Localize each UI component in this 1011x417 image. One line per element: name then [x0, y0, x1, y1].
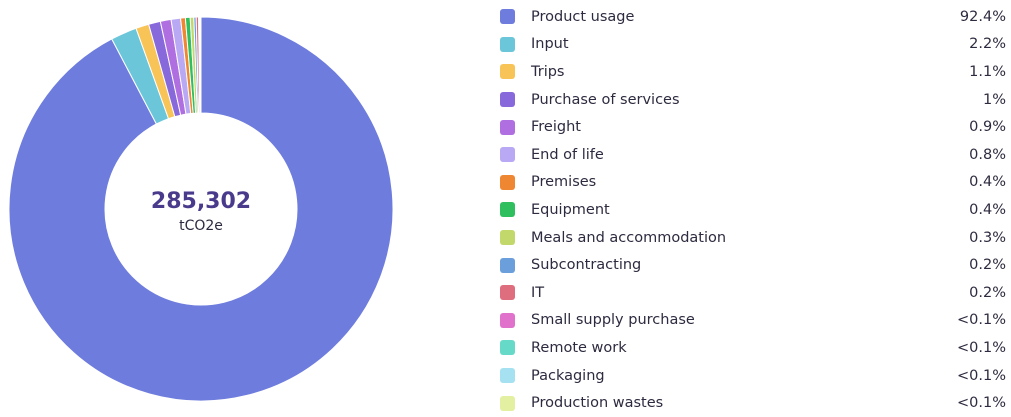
legend-swatch — [500, 395, 515, 411]
legend-label: IT — [531, 284, 545, 301]
legend-percent: <0.1% — [957, 367, 1006, 384]
legend-percent: 0.4% — [969, 201, 1006, 218]
legend-item[interactable]: Trips 1.1% — [498, 58, 1008, 86]
legend-label: Freight — [531, 119, 581, 136]
legend-percent: <0.1% — [957, 312, 1006, 329]
legend-swatch — [500, 174, 515, 190]
legend-item[interactable]: Remote work <0.1% — [498, 334, 1008, 362]
legend-label: Meals and accommodation — [531, 229, 727, 246]
legend-item[interactable]: Premises 0.4% — [498, 169, 1008, 197]
legend-label: Purchase of services — [531, 91, 680, 108]
legend-percent: 0.2% — [969, 284, 1006, 301]
legend-label: Production wastes — [531, 395, 664, 412]
legend-label: Equipment — [531, 201, 610, 218]
donut-slice[interactable] — [199, 16, 202, 114]
legend-label: Remote work — [531, 339, 627, 356]
legend-swatch — [500, 340, 515, 356]
legend-percent: 1% — [982, 91, 1006, 108]
legend-label: Premises — [531, 174, 597, 191]
legend-label: Input — [531, 36, 569, 53]
legend-percent: 0.8% — [969, 146, 1006, 163]
center-total-value: 285,302 — [151, 189, 251, 214]
legend-swatch — [500, 285, 515, 301]
legend-swatch — [500, 230, 515, 246]
legend-percent: 0.2% — [969, 257, 1006, 274]
legend-item[interactable]: Small supply purchase <0.1% — [498, 307, 1008, 335]
legend-item[interactable]: Packaging <0.1% — [498, 362, 1008, 390]
legend-percent: 1.1% — [969, 63, 1006, 80]
legend-swatch — [500, 92, 515, 108]
legend-percent: 92.4% — [959, 8, 1006, 25]
legend-swatch — [500, 312, 515, 328]
legend-item[interactable]: IT 0.2% — [498, 279, 1008, 307]
legend-swatch — [500, 257, 515, 273]
donut-slice[interactable] — [8, 16, 394, 402]
legend-item[interactable]: Subcontracting 0.2% — [498, 251, 1008, 279]
legend-percent: <0.1% — [957, 395, 1006, 412]
legend-label: Small supply purchase — [531, 312, 695, 329]
legend-item[interactable]: Input 2.2% — [498, 31, 1008, 59]
legend-item[interactable]: Equipment 0.4% — [498, 196, 1008, 224]
legend-swatch — [500, 119, 515, 135]
legend-swatch — [500, 64, 515, 80]
legend-item[interactable]: Purchase of services 1% — [498, 86, 1008, 114]
legend-swatch — [500, 368, 515, 384]
legend-percent: 0.3% — [969, 229, 1006, 246]
legend-swatch — [500, 9, 515, 25]
donut-chart: 285,302 tCO2e — [8, 16, 394, 402]
legend-item[interactable]: Freight 0.9% — [498, 113, 1008, 141]
legend-percent: <0.1% — [957, 339, 1006, 356]
legend-label: Trips — [531, 63, 565, 80]
legend-label: Subcontracting — [531, 257, 642, 274]
legend-swatch — [500, 147, 515, 163]
legend-swatch — [500, 36, 515, 52]
donut-slices — [8, 16, 394, 402]
legend-item[interactable]: Meals and accommodation 0.3% — [498, 224, 1008, 252]
legend-item[interactable]: End of life 0.8% — [498, 141, 1008, 169]
legend-label: End of life — [531, 146, 604, 163]
chart-legend: Product usage 92.4% Input 2.2% Trips 1.1% Purc… — [498, 3, 1008, 417]
legend-percent: 0.9% — [969, 119, 1006, 136]
legend-label: Product usage — [531, 8, 635, 25]
legend-item[interactable]: Production wastes <0.1% — [498, 389, 1008, 417]
legend-label: Packaging — [531, 367, 605, 384]
center-total-unit: tCO2e — [179, 218, 223, 234]
legend-item[interactable]: Product usage 92.4% — [498, 3, 1008, 31]
legend-percent: 2.2% — [969, 36, 1006, 53]
legend-swatch — [500, 202, 515, 218]
legend-percent: 0.4% — [969, 174, 1006, 191]
